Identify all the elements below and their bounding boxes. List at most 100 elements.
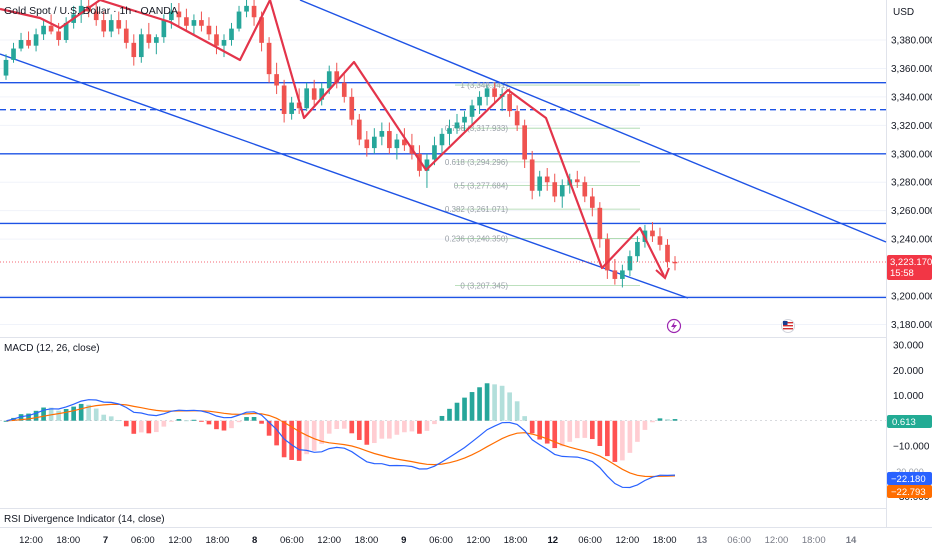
candle-down [334,71,340,83]
candle-up [326,71,332,89]
symbol-title[interactable]: Gold Spot / U.S. Dollar · 1h · OANDA [4,5,178,17]
candle-up [439,133,445,146]
macd-histogram-bar [266,420,272,436]
fibonacci-retracement[interactable]: 1 (3,348.341) 0.786 (3,317.933) 0.618 (3,2… [445,81,640,291]
macd-histogram-bar [589,420,595,440]
macd-histogram-bar [116,420,122,422]
candle-down [199,20,204,26]
candle-up [229,28,234,40]
macd-histogram-bar [176,419,182,421]
candle-up [169,11,174,21]
macd-histogram-bar [146,420,152,434]
candle-down [529,159,535,191]
time-tick-label: 18:00 [504,535,528,546]
time-tick-label: 18:00 [802,535,826,546]
candle-down [26,40,31,46]
macd-histogram-bar [432,420,437,425]
macd-histogram-bar [101,414,107,421]
candle-up [289,102,294,114]
price-tick-label: 3,300.000 [891,149,932,160]
macd-histogram-bar [319,420,325,444]
candle-up [432,145,437,160]
candle-down [146,34,152,43]
candle-down [552,182,558,197]
time-tick-label: 18:00 [205,535,229,546]
candle-up [620,270,625,279]
currency-label[interactable]: USD [893,7,914,18]
macd-histogram-bar [597,420,603,446]
candle-down [116,20,122,29]
rsi-pane-label[interactable]: RSI Divergence Indicator (14, close) [4,514,165,525]
candle-up [447,128,452,134]
candle-down [349,96,355,120]
macd-histogram-bar [56,410,61,421]
macd-line-badge [887,472,932,485]
macd-histogram-bar [289,420,294,460]
candle-down [214,34,219,46]
candle-up [78,5,84,15]
macd-pane-label[interactable]: MACD (12, 26, close) [4,343,100,354]
macd-signal-badge [887,485,932,498]
zigzag-arrow[interactable] [655,267,670,280]
candle-up [454,122,460,129]
macd-histogram-bar [657,418,663,421]
candle-down [259,17,264,43]
macd-histogram-bar [356,420,362,440]
candle-up [3,59,9,76]
time-tick-label: 18:00 [355,535,379,546]
time-tick-label: 12:00 [765,535,789,546]
time-axis[interactable]: 12:00 18:00 7 06:00 12:00 18:00 8 06:00 12:00 18:… [19,535,857,546]
macd-histogram-bar [499,385,505,421]
macd-histogram-value: 0.613 [892,417,916,428]
macd-histogram-bar [251,417,257,421]
macd-histogram-bar [394,420,400,435]
macd-histogram-bar [334,420,340,429]
channel-upper-line[interactable] [299,0,887,243]
us-flag-event-icon[interactable] [781,319,795,333]
candle-down [574,179,580,183]
macd-histogram-bar [108,416,114,421]
zigzag-line[interactable] [0,0,665,277]
time-tick-label: 18:00 [56,535,80,546]
macd-histogram-bar [326,420,332,434]
candle-up [469,105,475,117]
macd-histogram-bar [131,420,137,434]
zigzag-path[interactable] [0,0,670,280]
lightning-event-icon[interactable] [666,318,682,334]
price-tick-label: 3,360.000 [891,64,932,75]
time-tick-label: 06:00 [727,535,751,546]
price-tick-label: 3,320.000 [891,121,932,132]
price-axis[interactable]: 3,380.000 3,360.000 3,340.000 3,320.000 3,30… [891,36,932,331]
candle-up [33,34,39,46]
fib-level-label: 0.382 (3,261.071) [445,205,508,214]
macd-histogram-bar [567,420,573,442]
candle-down [387,131,392,149]
macd-histogram-bar [18,414,24,421]
last-price-value: 3,223.170 [890,257,932,268]
macd-histogram-bar [191,419,197,421]
candle-down [93,11,99,21]
candle-up [304,88,310,109]
candle-up [41,25,46,35]
macd-histogram-bar [447,408,452,421]
macd-histogram-bar [635,420,640,442]
candle-down [514,111,520,126]
macd-histogram-bar [364,420,370,445]
price-tick-label: 3,280.000 [891,178,932,189]
macd-histogram-bar [417,420,422,434]
candle-up [154,37,159,43]
macd-histogram-bar [63,409,69,421]
macd-histogram-bar [574,420,580,439]
time-tick-label: 12:00 [19,535,43,546]
candle-down [56,31,61,40]
macd-histogram-bar [462,397,467,421]
descending-channel[interactable] [0,0,887,299]
candle-down [364,139,370,149]
price-tick-label: 3,380.000 [891,36,932,47]
time-tick-label: 9 [401,535,406,546]
candle-down [492,88,497,97]
candle-down [251,5,257,18]
candle-up [424,159,430,171]
channel-lower-line[interactable] [0,53,689,299]
